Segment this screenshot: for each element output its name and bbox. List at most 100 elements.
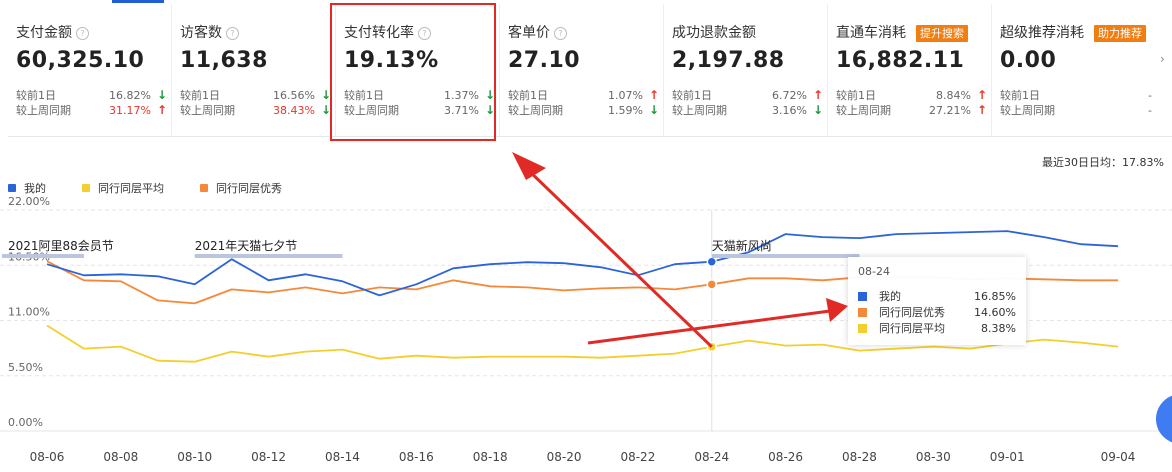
y-tick-label: 0.00%	[8, 416, 43, 429]
compare-day-row: 较前1日 8.84% ↑	[836, 88, 991, 103]
y-tick-label: 5.50%	[8, 361, 43, 374]
tooltip-row: 我的 16.85%	[858, 288, 1016, 304]
y-tick-label: 11.00%	[8, 306, 50, 319]
x-tick-label: 08-10	[177, 450, 212, 464]
tooltip-row: 同行同层优秀 14.60%	[858, 304, 1016, 320]
compare-week-row: 较上周同期 3.71% ↓	[344, 103, 499, 118]
metric-card[interactable]: 超级推荐消耗 助力推荐 0.00 较前1日 - 较上周同期 -	[992, 4, 1172, 136]
recent-30-day-average: 最近30日日均：17.83%	[1042, 156, 1164, 169]
metric-name-text: 成功退款金额	[672, 25, 756, 41]
legend-item-mine[interactable]: 我的	[8, 180, 46, 196]
metric-name: 访客数?	[180, 23, 335, 43]
compare-day-pct: 16.82%	[109, 89, 151, 102]
floating-assistant-button[interactable]	[1156, 394, 1172, 444]
compare-day-row: 较前1日 6.72% ↑	[672, 88, 827, 103]
legend-label: 同行同层平均	[98, 182, 164, 195]
legend-swatch	[82, 184, 90, 192]
metric-name-text: 客单价	[508, 25, 550, 41]
metric-name-text: 支付转化率	[344, 25, 414, 41]
metric-card[interactable]: 支付转化率? 19.13% 较前1日 1.37% ↓ 较上周同期 3.71% ↓	[336, 4, 500, 136]
compare-week-pct: 3.71%	[444, 104, 479, 117]
metric-value: 2,197.88	[672, 48, 785, 73]
compare-day-label: 较前1日	[180, 89, 220, 102]
metric-name: 支付金额?	[16, 23, 171, 43]
event-label: 2021阿里88会员节	[8, 239, 114, 253]
metric-value: 60,325.10	[16, 48, 145, 73]
series-line	[46, 324, 1119, 363]
highlight-box	[330, 3, 496, 141]
arrow-down-icon: ↓	[812, 103, 823, 117]
legend-swatch	[8, 184, 16, 192]
chevron-right-icon[interactable]: ›	[1160, 52, 1165, 66]
compare-week-row: 较上周同期 31.17% ↑	[16, 103, 171, 118]
metric-name-text: 支付金额	[16, 25, 72, 41]
metric-card[interactable]: 支付金额? 60,325.10 较前1日 16.82% ↓ 较上周同期 31.17% ↑	[8, 4, 172, 136]
metric-value: 19.13%	[344, 48, 439, 73]
promo-badge[interactable]: 助力推荐	[1094, 24, 1146, 42]
metric-name: 成功退款金额	[672, 23, 827, 43]
help-icon[interactable]: ?	[226, 26, 239, 40]
metric-card[interactable]: 直通车消耗 提升搜索 16,882.11 较前1日 8.84% ↑ 较上周同期 27.21% ↑	[828, 4, 992, 136]
event-label: 天猫新风尚	[712, 238, 772, 253]
help-icon[interactable]: ?	[418, 26, 431, 40]
x-tick-label: 08-24	[694, 450, 729, 464]
metric-value: 11,638	[180, 48, 268, 73]
active-tab-indicator	[112, 0, 164, 3]
compare-day-label: 较前1日	[1000, 89, 1040, 102]
metrics-row: 支付金额? 60,325.10 较前1日 16.82% ↓ 较上周同期 31.17% ↑ 访客数…	[8, 4, 1172, 137]
metric-name-text: 访客数	[180, 25, 222, 41]
event-range-bar	[711, 254, 860, 258]
compare-day-pct: -	[1148, 89, 1152, 102]
compare-day-label: 较前1日	[672, 89, 712, 102]
arrow-down-icon: ↓	[648, 103, 659, 117]
compare-day-label: 较前1日	[16, 89, 56, 102]
y-tick-label: 22.00%	[8, 195, 50, 208]
arrow-up-icon: ↑	[976, 88, 987, 102]
metric-card[interactable]: 成功退款金额 2,197.88 较前1日 6.72% ↑ 较上周同期 3.16% ↓	[664, 4, 828, 136]
tooltip-swatch	[858, 307, 867, 317]
legend-item-top[interactable]: 同行同层优秀	[200, 180, 282, 196]
series-point	[706, 341, 718, 353]
compare-day-row: 较前1日 1.07% ↑	[508, 88, 663, 103]
legend-swatch	[200, 184, 208, 192]
promo-badge[interactable]: 提升搜索	[916, 24, 968, 42]
legend-item-avg[interactable]: 同行同层平均	[82, 180, 164, 196]
x-tick-label: 09-04	[1101, 450, 1136, 464]
top-tab-bar	[0, 0, 1172, 4]
compare-week-label: 较上周同期	[672, 104, 727, 117]
compare-week-pct: -	[1148, 104, 1152, 117]
x-tick-label: 08-20	[547, 450, 582, 464]
tooltip-series-value: 14.60%	[974, 305, 1016, 319]
compare-week-row: 较上周同期 3.16% ↓	[672, 103, 827, 118]
x-tick-label: 08-14	[325, 450, 360, 464]
x-tick-label: 08-28	[842, 450, 877, 464]
help-icon[interactable]: ?	[76, 26, 89, 40]
tooltip-row: 同行同层平均 8.38%	[858, 320, 1016, 336]
metric-value: 0.00	[1000, 48, 1057, 73]
metric-name: 支付转化率?	[344, 23, 499, 43]
compare-week-pct: 1.59%	[608, 104, 643, 117]
compare-week-label: 较上周同期	[344, 104, 399, 117]
compare-day-label: 较前1日	[344, 89, 384, 102]
arrow-down-icon: ↓	[484, 88, 495, 102]
compare-week-row: 较上周同期 38.43% ↓	[180, 103, 335, 118]
compare-day-pct: 1.37%	[444, 89, 479, 102]
compare-week-label: 较上周同期	[508, 104, 563, 117]
compare-week-label: 较上周同期	[180, 104, 235, 117]
x-tick-label: 08-08	[103, 450, 138, 464]
compare-week-pct: 3.16%	[772, 104, 807, 117]
metric-card[interactable]: 客单价? 27.10 较前1日 1.07% ↑ 较上周同期 1.59% ↓	[500, 4, 664, 136]
compare-day-pct: 1.07%	[608, 89, 643, 102]
compare-week-row: 较上周同期 1.59% ↓	[508, 103, 663, 118]
compare-day-pct: 16.56%	[273, 89, 315, 102]
arrow-up-icon: ↑	[812, 88, 823, 102]
arrow-up-icon: ↑	[976, 103, 987, 117]
help-icon[interactable]: ?	[554, 26, 567, 40]
metric-name: 客单价?	[508, 23, 663, 43]
chart-tooltip: 08-24 我的 16.85% 同行同层优秀 14.60% 同行同层平均 8.3…	[848, 257, 1026, 345]
arrow-down-icon: ↓	[320, 103, 331, 117]
compare-week-pct: 38.43%	[273, 104, 315, 117]
tooltip-series-value: 16.85%	[974, 289, 1016, 303]
metric-card[interactable]: 访客数? 11,638 较前1日 16.56% ↓ 较上周同期 38.43% ↓	[172, 4, 336, 136]
